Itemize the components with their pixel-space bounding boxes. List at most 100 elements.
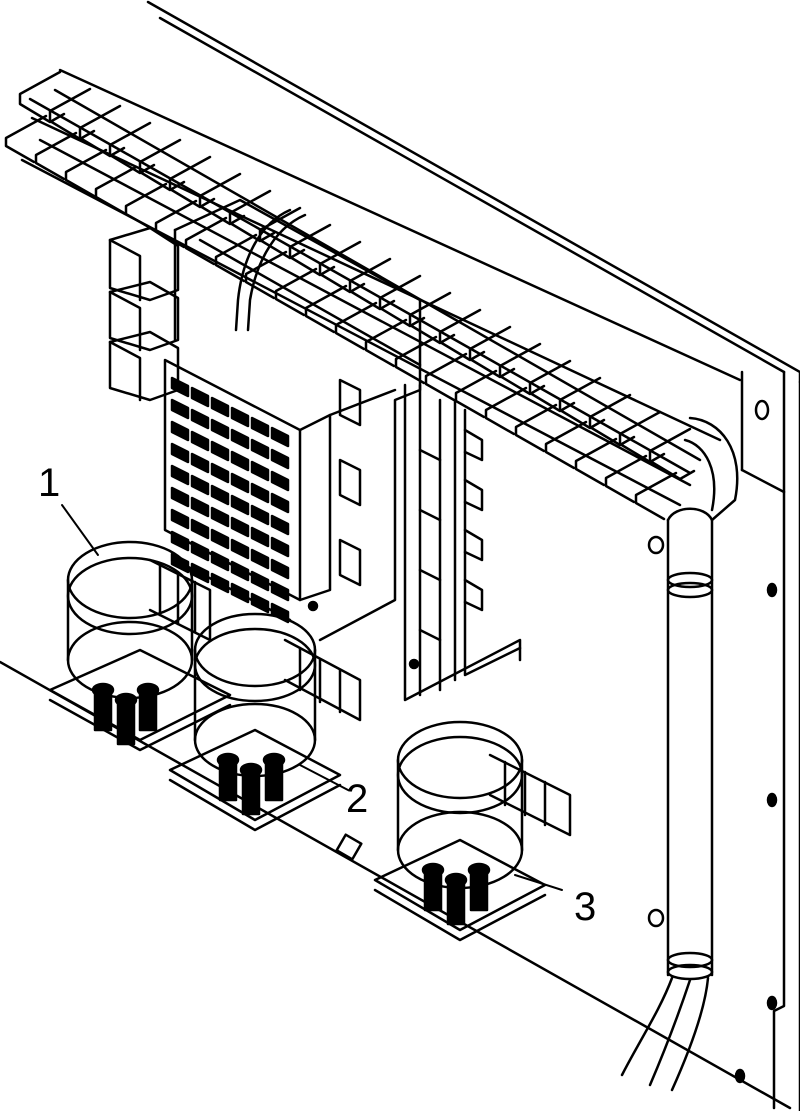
comb-finger-lower <box>574 437 618 487</box>
comb-finger <box>108 121 156 175</box>
comb-finger <box>558 376 606 430</box>
connector-cell <box>190 518 210 540</box>
connector-cell <box>170 398 190 420</box>
comb-finger-lower <box>394 335 438 385</box>
connector-cell <box>210 440 230 462</box>
callout-2: 2 <box>346 777 368 821</box>
comb-finger-lower <box>544 420 588 470</box>
connector-cell <box>190 540 210 562</box>
connector-cell <box>230 494 250 516</box>
comb-finger-lower <box>244 250 288 300</box>
connector-cell <box>230 428 250 450</box>
callout-3: 3 <box>574 885 596 929</box>
cable-comb-fingers <box>4 70 696 521</box>
comb-finger <box>348 257 396 311</box>
connector-cell <box>210 550 230 572</box>
connector-cell <box>210 572 230 594</box>
callout-1: 1 <box>38 461 60 505</box>
connector-cell <box>250 526 270 548</box>
comb-finger <box>228 189 276 243</box>
comb-finger-lower <box>154 199 198 249</box>
connector-cell <box>190 474 210 496</box>
connector-cell <box>210 506 230 528</box>
comb-finger <box>438 308 486 362</box>
connector-cell <box>170 508 190 530</box>
comb-finger <box>138 138 186 192</box>
connector-cell <box>270 514 290 536</box>
comb-finger-lower <box>334 301 378 351</box>
connector-cell <box>250 504 270 526</box>
splice-holder-1 <box>48 540 232 752</box>
connector-cell <box>190 562 210 584</box>
connector-cell <box>270 448 290 470</box>
connector-cell <box>210 462 230 484</box>
comb-finger-lower <box>454 369 498 419</box>
connector-cell <box>170 376 190 398</box>
comb-finger <box>648 427 696 481</box>
comb-finger-lower <box>4 114 48 164</box>
connector-cell <box>250 438 270 460</box>
module-blocks <box>108 226 180 402</box>
connector-cell <box>210 396 230 418</box>
comb-finger <box>198 172 246 226</box>
comb-finger <box>318 240 366 294</box>
connector-cell <box>230 472 250 494</box>
comb-finger-lower <box>94 165 138 215</box>
comb-finger <box>588 393 636 447</box>
connector-cell <box>270 558 290 580</box>
comb-finger <box>378 274 426 328</box>
comb-finger <box>498 342 546 396</box>
connector-cell <box>210 418 230 440</box>
comb-finger-lower <box>184 216 228 266</box>
connector-cell <box>270 580 290 602</box>
connector-cell <box>190 386 210 408</box>
connector-cell <box>250 592 270 614</box>
comb-finger <box>618 410 666 464</box>
comb-finger <box>408 291 456 345</box>
comb-finger <box>528 359 576 413</box>
splice-holder-2 <box>168 612 362 832</box>
connector-cell <box>230 538 250 560</box>
comb-finger-lower <box>214 233 258 283</box>
connector-grid <box>170 376 290 624</box>
comb-finger-lower <box>64 148 108 198</box>
splice-holder-1-bolts <box>91 682 160 746</box>
connector-cell <box>170 530 190 552</box>
connector-cell <box>230 560 250 582</box>
comb-finger <box>288 223 336 277</box>
side-bracket <box>307 383 522 702</box>
comb-finger-lower <box>424 352 468 402</box>
comb-finger-lower <box>604 454 648 504</box>
connector-cell <box>270 470 290 492</box>
comb-finger-lower <box>304 284 348 334</box>
connector-cell <box>190 430 210 452</box>
comb-finger-lower <box>514 403 558 453</box>
connector-cell <box>250 570 270 592</box>
comb-finger <box>468 325 516 379</box>
connector-cell <box>250 460 270 482</box>
cable-comb-rail <box>20 68 742 507</box>
comb-finger-lower <box>364 318 408 368</box>
connector-cell <box>250 548 270 570</box>
connector-cell <box>210 528 230 550</box>
comb-finger <box>168 155 216 209</box>
comb-finger <box>18 70 66 124</box>
connector-cell <box>250 482 270 504</box>
connector-cell <box>230 450 250 472</box>
connector-cell <box>270 426 290 448</box>
splice-holder-2-bolts <box>216 752 286 816</box>
comb-finger-lower <box>34 131 78 181</box>
connector-cell <box>230 516 250 538</box>
comb-finger-lower <box>274 267 318 317</box>
cable-guide-tube <box>620 416 739 1092</box>
comb-finger <box>48 87 96 141</box>
comb-finger-lower <box>484 386 528 436</box>
splice-holder-3-bolts <box>421 862 491 926</box>
comb-finger <box>78 104 126 158</box>
connector-cell <box>170 486 190 508</box>
connector-cell <box>270 492 290 514</box>
connector-cell <box>190 452 210 474</box>
connector-cell <box>270 536 290 558</box>
